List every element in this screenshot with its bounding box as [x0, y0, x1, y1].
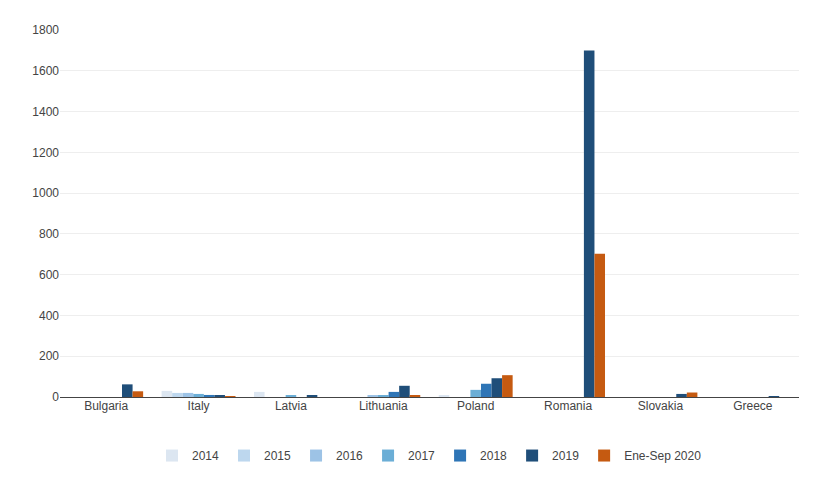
svg-text:Greece: Greece [733, 399, 773, 413]
svg-text:200: 200 [39, 349, 59, 363]
svg-text:Romania: Romania [544, 399, 592, 413]
svg-text:Ene-Sep 2020: Ene-Sep 2020 [624, 449, 701, 463]
svg-text:2019: 2019 [552, 449, 579, 463]
svg-text:600: 600 [39, 268, 59, 282]
svg-text:2015: 2015 [264, 449, 291, 463]
svg-text:2018: 2018 [480, 449, 507, 463]
svg-text:Poland: Poland [457, 399, 494, 413]
svg-text:Slovakia: Slovakia [638, 399, 684, 413]
svg-text:Latvia: Latvia [275, 399, 307, 413]
svg-text:1600: 1600 [32, 64, 59, 78]
svg-text:2014: 2014 [192, 449, 219, 463]
svg-text:2017: 2017 [408, 449, 435, 463]
svg-text:800: 800 [39, 227, 59, 241]
svg-text:1400: 1400 [32, 105, 59, 119]
svg-text:1200: 1200 [32, 146, 59, 160]
svg-text:Italy: Italy [188, 399, 210, 413]
svg-text:400: 400 [39, 309, 59, 323]
svg-text:1000: 1000 [32, 186, 59, 200]
svg-text:Bulgaria: Bulgaria [84, 399, 128, 413]
svg-text:Lithuania: Lithuania [359, 399, 408, 413]
svg-text:2016: 2016 [336, 449, 363, 463]
svg-text:0: 0 [52, 390, 59, 404]
svg-text:1800: 1800 [32, 23, 59, 37]
